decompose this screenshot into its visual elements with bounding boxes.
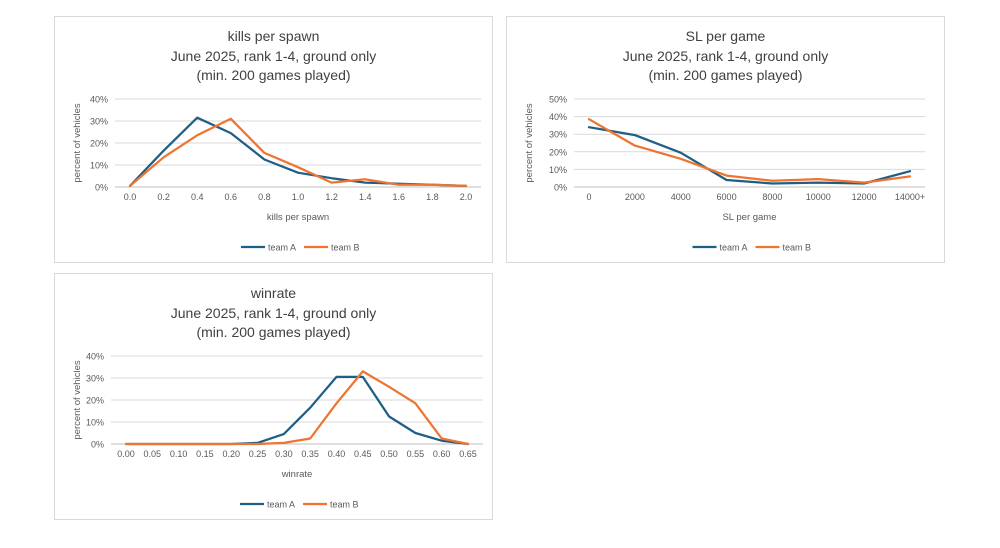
chart-title: kills per spawn June 2025, rank 1-4, gro…	[55, 27, 492, 86]
x-tick-label: 0.15	[196, 449, 214, 459]
y-axis-title: percent of vehicles	[524, 103, 535, 182]
legend-label: team B	[330, 500, 359, 510]
x-tick-label: 1.0	[292, 192, 305, 202]
y-tick-label: 30%	[86, 374, 104, 384]
y-tick-label: 40%	[86, 352, 104, 362]
chart-plot: 0% 10% 20% 30% 40% 0.00 0.05 0.10 0.15 0.20 0.25 0.…	[72, 352, 483, 510]
legend-label: team A	[267, 500, 295, 510]
y-tick-label: 10%	[86, 418, 104, 428]
series-line-team-B	[128, 117, 468, 188]
y-tick-label: 30%	[549, 130, 567, 140]
legend-label: team B	[783, 243, 812, 253]
chart-subtitle-line: June 2025, rank 1-4, ground only	[170, 47, 377, 64]
chart-kills-per-spawn: kills per spawn June 2025, rank 1-4, gro…	[54, 16, 493, 263]
series-line-team-B	[124, 370, 470, 446]
x-tick-label: 4000	[671, 192, 691, 202]
series-line-team-A	[587, 126, 912, 185]
y-tick-label: 20%	[86, 396, 104, 406]
series-line-team-B	[587, 118, 912, 184]
x-tick-label: 0.55	[407, 449, 425, 459]
x-tick-label: 0.25	[249, 449, 267, 459]
legend-label: team A	[720, 243, 748, 253]
x-tick-label: 0.60	[433, 449, 451, 459]
x-tick-label: 0.30	[275, 449, 293, 459]
chart-sl-per-game: SL per game June 2025, rank 1-4, ground …	[506, 16, 945, 263]
y-tick-label: 0%	[91, 440, 104, 450]
y-tick-label: 20%	[90, 139, 108, 149]
x-tick-label: 0	[586, 192, 591, 202]
x-tick-label: 6000	[717, 192, 737, 202]
x-tick-label: 0.4	[191, 192, 204, 202]
x-tick-label: 1.4	[359, 192, 372, 202]
x-tick-label: 0.0	[124, 192, 137, 202]
chart-title-line: kills per spawn	[227, 28, 320, 44]
x-tick-label: 10000	[806, 192, 831, 202]
chart-subtitle-line: (min. 200 games played)	[196, 67, 351, 83]
y-tick-label: 50%	[549, 95, 567, 105]
chart-winrate: winrate June 2025, rank 1-4, ground only…	[54, 273, 493, 520]
x-tick-label: 0.20	[222, 449, 240, 459]
x-tick-label: 1.8	[426, 192, 439, 202]
legend-label: team A	[268, 243, 296, 253]
x-axis-title: kills per spawn	[267, 212, 329, 223]
chart-subtitle-line: (min. 200 games played)	[196, 324, 351, 340]
x-tick-label: 0.35	[301, 449, 319, 459]
x-tick-label: 8000	[762, 192, 782, 202]
y-axis-title: percent of vehicles	[72, 360, 83, 439]
series-line-team-A	[124, 375, 470, 446]
y-tick-label: 30%	[90, 117, 108, 127]
x-tick-label: 12000	[852, 192, 877, 202]
y-tick-label: 10%	[90, 161, 108, 171]
chart-title: winrate June 2025, rank 1-4, ground only…	[55, 284, 492, 343]
x-tick-label: 1.6	[393, 192, 406, 202]
x-tick-label: 14000+	[895, 192, 925, 202]
chart-subtitle-line: (min. 200 games played)	[648, 67, 803, 83]
y-tick-label: 0%	[95, 183, 108, 193]
chart-subtitle-line: June 2025, rank 1-4, ground only	[622, 47, 829, 64]
x-axis-title: SL per game	[722, 212, 776, 223]
x-tick-label: 1.2	[325, 192, 338, 202]
y-tick-label: 10%	[549, 165, 567, 175]
x-tick-label: 0.8	[258, 192, 271, 202]
chart-title-line: SL per game	[685, 28, 766, 44]
x-axis-title: winrate	[281, 469, 313, 480]
x-tick-label: 0.6	[225, 192, 238, 202]
x-tick-label: 0.00	[117, 449, 135, 459]
x-tick-label: 0.50	[380, 449, 398, 459]
series-line-team-A	[128, 116, 468, 188]
x-tick-label: 0.2	[157, 192, 170, 202]
x-tick-label: 0.40	[328, 449, 346, 459]
legend-label: team B	[331, 243, 360, 253]
y-axis-title: percent of vehicles	[72, 103, 83, 182]
y-tick-label: 0%	[554, 183, 567, 193]
chart-subtitle-line: June 2025, rank 1-4, ground only	[170, 304, 377, 321]
y-tick-label: 40%	[90, 95, 108, 105]
chart-title-line: winrate	[250, 285, 297, 301]
chart-title: SL per game June 2025, rank 1-4, ground …	[507, 27, 944, 86]
x-tick-label: 0.05	[144, 449, 162, 459]
x-tick-label: 2.0	[460, 192, 473, 202]
y-tick-label: 40%	[549, 112, 567, 122]
x-tick-label: 2000	[625, 192, 645, 202]
y-tick-label: 20%	[549, 147, 567, 157]
x-tick-label: 0.65	[459, 449, 477, 459]
x-tick-label: 0.45	[354, 449, 372, 459]
x-tick-label: 0.10	[170, 449, 188, 459]
chart-plot: 0% 10% 20% 30% 40% 0.0 0.2 0.4 0.6 0.8 1.0 1.2 1.4 1.…	[72, 95, 481, 253]
chart-plot: 0% 10% 20% 30% 40% 50% 0 2000 4000 6000 8000 10000 1…	[524, 95, 925, 253]
